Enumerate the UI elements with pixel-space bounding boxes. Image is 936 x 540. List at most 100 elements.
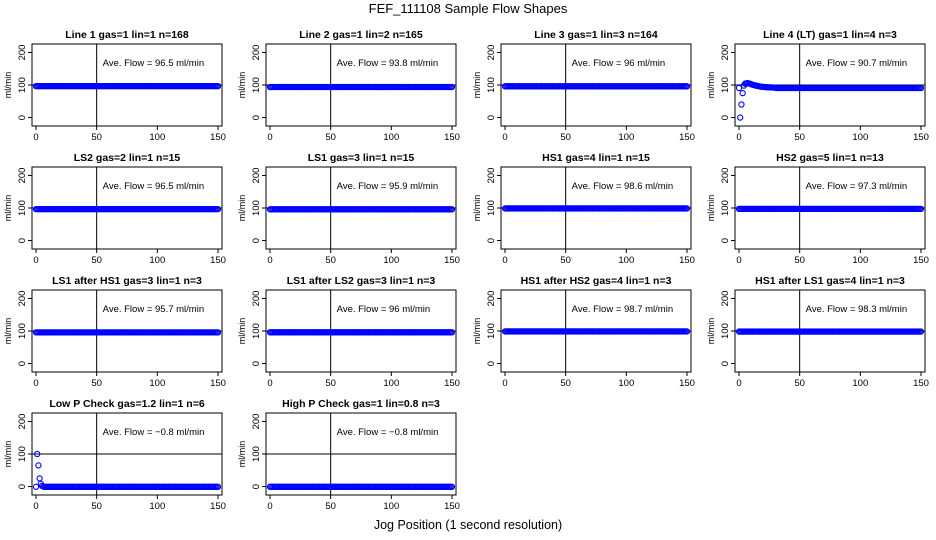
- x-tick-label: 0: [267, 501, 272, 512]
- y-tick-label: 0: [251, 238, 262, 243]
- x-tick-label: 150: [913, 255, 929, 266]
- figure-title: FEF_111108 Sample Flow Shapes: [368, 1, 568, 16]
- y-tick-label: 200: [720, 45, 731, 61]
- y-tick-label: 100: [486, 77, 497, 93]
- data-point: [448, 329, 456, 336]
- x-tick-label: 50: [560, 255, 571, 266]
- x-tick-label: 50: [325, 378, 336, 389]
- y-tick-label: 200: [486, 291, 497, 307]
- y-axis-label: ml/min: [706, 318, 716, 345]
- x-tick-label: 0: [502, 255, 507, 266]
- y-tick-label: 200: [251, 45, 262, 61]
- panel-title: Line 4 (LT) gas=1 lin=4 n=3: [763, 29, 897, 41]
- average-flow-label: Ave. Flow = 96 ml/min: [572, 58, 666, 69]
- y-axis-label: ml/min: [706, 72, 716, 99]
- average-flow-label: Ave. Flow = −0.8 ml/min: [337, 427, 439, 438]
- y-tick-label: 0: [486, 238, 497, 243]
- panel-9: LS1 after HS1 gas=3 lin=1 n=3 0 50 100 150 0 1…: [3, 275, 226, 389]
- panel-title: LS2 gas=2 lin=1 n=15: [74, 152, 181, 164]
- x-tick-label: 100: [149, 501, 165, 512]
- y-tick-label: 100: [251, 446, 262, 462]
- y-tick-label: 100: [486, 200, 497, 216]
- x-tick-label: 100: [383, 501, 399, 512]
- x-tick-label: 50: [794, 255, 805, 266]
- x-tick-label: 100: [383, 378, 399, 389]
- y-tick-label: 200: [17, 414, 28, 430]
- data-point: [36, 475, 43, 482]
- x-tick-label: 0: [502, 378, 507, 389]
- average-flow-label: Ave. Flow = 97.3 ml/min: [806, 181, 907, 192]
- panel-1: Line 1 gas=1 lin=1 n=168 0 50 100 150 0 100 200…: [3, 29, 226, 143]
- x-tick-label: 0: [33, 255, 38, 266]
- y-tick-label: 200: [17, 291, 28, 307]
- panel-title: Low P Check gas=1.2 lin=1 n=6: [49, 398, 204, 410]
- y-axis-label: ml/min: [237, 318, 247, 345]
- x-tick-label: 150: [913, 378, 929, 389]
- panel-10: LS1 after LS2 gas=3 lin=1 n=3 0 50 100 150 0 1…: [237, 275, 460, 389]
- y-axis-label: ml/min: [237, 72, 247, 99]
- y-axis-label: ml/min: [472, 195, 482, 222]
- y-axis-label: ml/min: [706, 195, 716, 222]
- y-tick-label: 0: [720, 115, 731, 120]
- panel-2: Line 2 gas=1 lin=2 n=165 0 50 100 150 0 100 200…: [237, 29, 460, 143]
- data-point: [214, 329, 222, 336]
- panel-title: HS2 gas=5 lin=1 n=13: [776, 152, 884, 164]
- y-tick-label: 100: [251, 323, 262, 339]
- y-tick-label: 200: [720, 291, 731, 307]
- panel-title: Line 3 gas=1 lin=3 n=164: [534, 29, 658, 41]
- y-tick-label: 100: [17, 77, 28, 93]
- x-tick-label: 0: [267, 132, 272, 143]
- x-tick-label: 100: [149, 132, 165, 143]
- panel-title: Line 1 gas=1 lin=1 n=168: [65, 29, 189, 41]
- x-tick-label: 150: [210, 378, 226, 389]
- y-tick-label: 0: [17, 238, 28, 243]
- x-tick-label: 0: [736, 378, 741, 389]
- x-tick-label: 50: [794, 132, 805, 143]
- data-point: [35, 462, 42, 469]
- y-tick-label: 0: [17, 361, 28, 366]
- y-axis-label: ml/min: [237, 441, 247, 468]
- x-tick-label: 0: [502, 132, 507, 143]
- panel-title: LS1 gas=3 lin=1 n=15: [308, 152, 415, 164]
- x-tick-label: 50: [91, 501, 102, 512]
- y-tick-label: 200: [486, 168, 497, 184]
- x-tick-label: 50: [325, 255, 336, 266]
- x-tick-label: 100: [618, 255, 634, 266]
- data-point: [34, 450, 41, 458]
- y-tick-label: 0: [251, 115, 262, 120]
- panel-title: HS1 after LS1 gas=4 lin=1 n=3: [755, 275, 905, 287]
- data-point: [737, 114, 744, 121]
- x-tick-label: 50: [91, 255, 102, 266]
- data-point: [738, 101, 745, 108]
- x-tick-label: 100: [852, 378, 868, 389]
- y-axis-label: ml/min: [237, 195, 247, 222]
- panel-4: Line 4 (LT) gas=1 lin=4 n=3 0 50 100 150 0 100…: [706, 29, 929, 143]
- average-flow-label: Ave. Flow = 96 ml/min: [337, 304, 431, 315]
- y-tick-label: 200: [720, 168, 731, 184]
- y-tick-label: 100: [486, 323, 497, 339]
- y-tick-label: 0: [251, 484, 262, 489]
- y-tick-label: 100: [251, 200, 262, 216]
- x-tick-label: 150: [679, 255, 695, 266]
- x-tick-label: 150: [444, 501, 460, 512]
- average-flow-label: Ave. Flow = 98.3 ml/min: [806, 304, 907, 315]
- x-tick-label: 0: [736, 255, 741, 266]
- average-flow-label: Ave. Flow = 90.7 ml/min: [806, 58, 907, 69]
- x-tick-label: 0: [33, 132, 38, 143]
- x-tick-label: 0: [33, 501, 38, 512]
- y-tick-label: 100: [251, 77, 262, 93]
- panel-title: LS1 after LS2 gas=3 lin=1 n=3: [287, 275, 436, 287]
- average-flow-label: Ave. Flow = 98.7 ml/min: [572, 304, 673, 315]
- x-tick-label: 0: [267, 378, 272, 389]
- x-tick-label: 150: [210, 255, 226, 266]
- x-tick-label: 150: [210, 132, 226, 143]
- data-point: [917, 328, 925, 335]
- panel-12: HS1 after LS1 gas=4 lin=1 n=3 0 50 100 150 0 1…: [706, 275, 929, 389]
- y-tick-label: 0: [251, 361, 262, 366]
- x-tick-label: 50: [91, 132, 102, 143]
- x-tick-label: 100: [852, 132, 868, 143]
- average-flow-label: Ave. Flow = 96.5 ml/min: [103, 58, 204, 69]
- y-tick-label: 200: [251, 168, 262, 184]
- average-flow-label: Ave. Flow = 96.5 ml/min: [103, 181, 204, 192]
- data-point: [32, 483, 40, 490]
